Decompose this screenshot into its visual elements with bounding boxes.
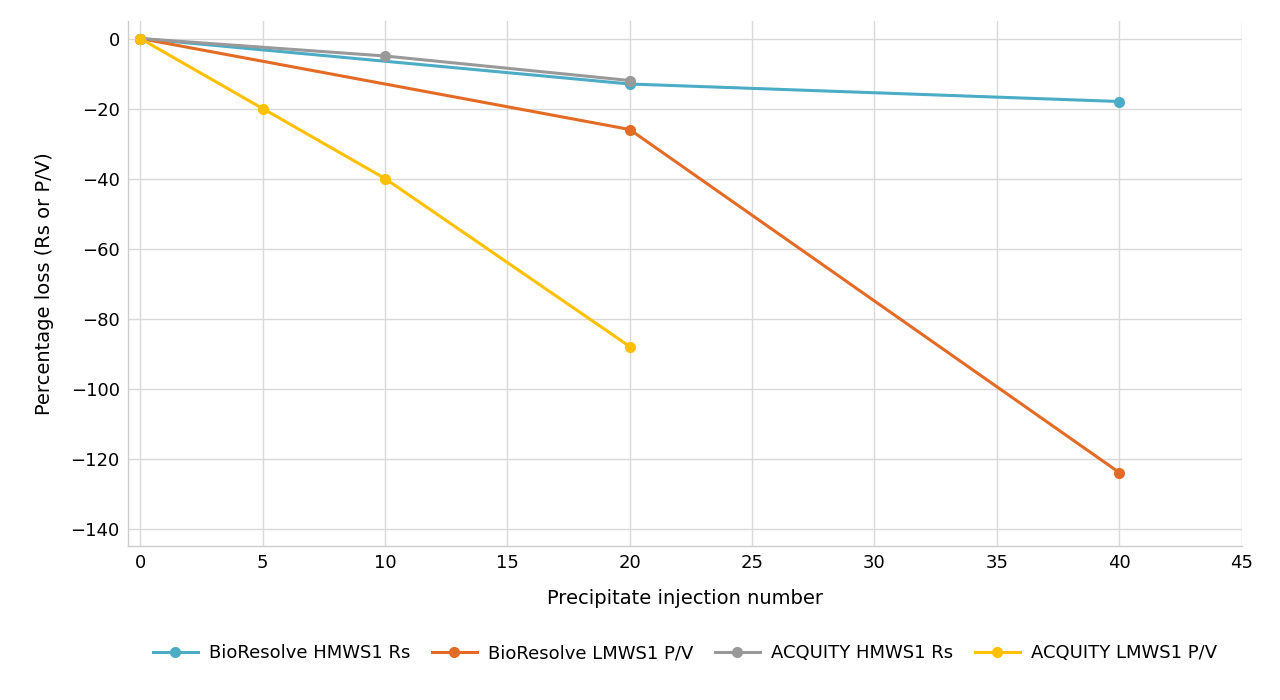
Line: BioResolve LMWS1 P/V: BioResolve LMWS1 P/V [136,34,1124,477]
X-axis label: Precipitate injection number: Precipitate injection number [547,589,823,608]
BioResolve HMWS1 Rs [133,34,148,43]
ACQUITY HMWS1 Rs [378,52,393,60]
BioResolve LMWS1 P/V [133,34,148,43]
ACQUITY LMWS1 P/V [255,104,270,113]
ACQUITY LMWS1 P/V [378,174,393,183]
Line: ACQUITY LMWS1 P/V: ACQUITY LMWS1 P/V [136,34,635,351]
ACQUITY LMWS1 P/V [622,342,637,351]
BioResolve LMWS1 P/V [622,125,637,134]
BioResolve HMWS1 Rs [1111,97,1126,106]
Y-axis label: Percentage loss (Rs or P/V): Percentage loss (Rs or P/V) [35,152,54,415]
Line: BioResolve HMWS1 Rs: BioResolve HMWS1 Rs [136,34,1124,106]
BioResolve LMWS1 P/V [1111,468,1126,477]
Line: ACQUITY HMWS1 Rs: ACQUITY HMWS1 Rs [136,34,635,85]
ACQUITY HMWS1 Rs [133,34,148,43]
Legend: BioResolve HMWS1 Rs, BioResolve LMWS1 P/V, ACQUITY HMWS1 Rs, ACQUITY LMWS1 P/V: BioResolve HMWS1 Rs, BioResolve LMWS1 P/… [152,644,1217,662]
ACQUITY LMWS1 P/V [133,34,148,43]
BioResolve HMWS1 Rs [622,80,637,88]
ACQUITY HMWS1 Rs [622,76,637,85]
